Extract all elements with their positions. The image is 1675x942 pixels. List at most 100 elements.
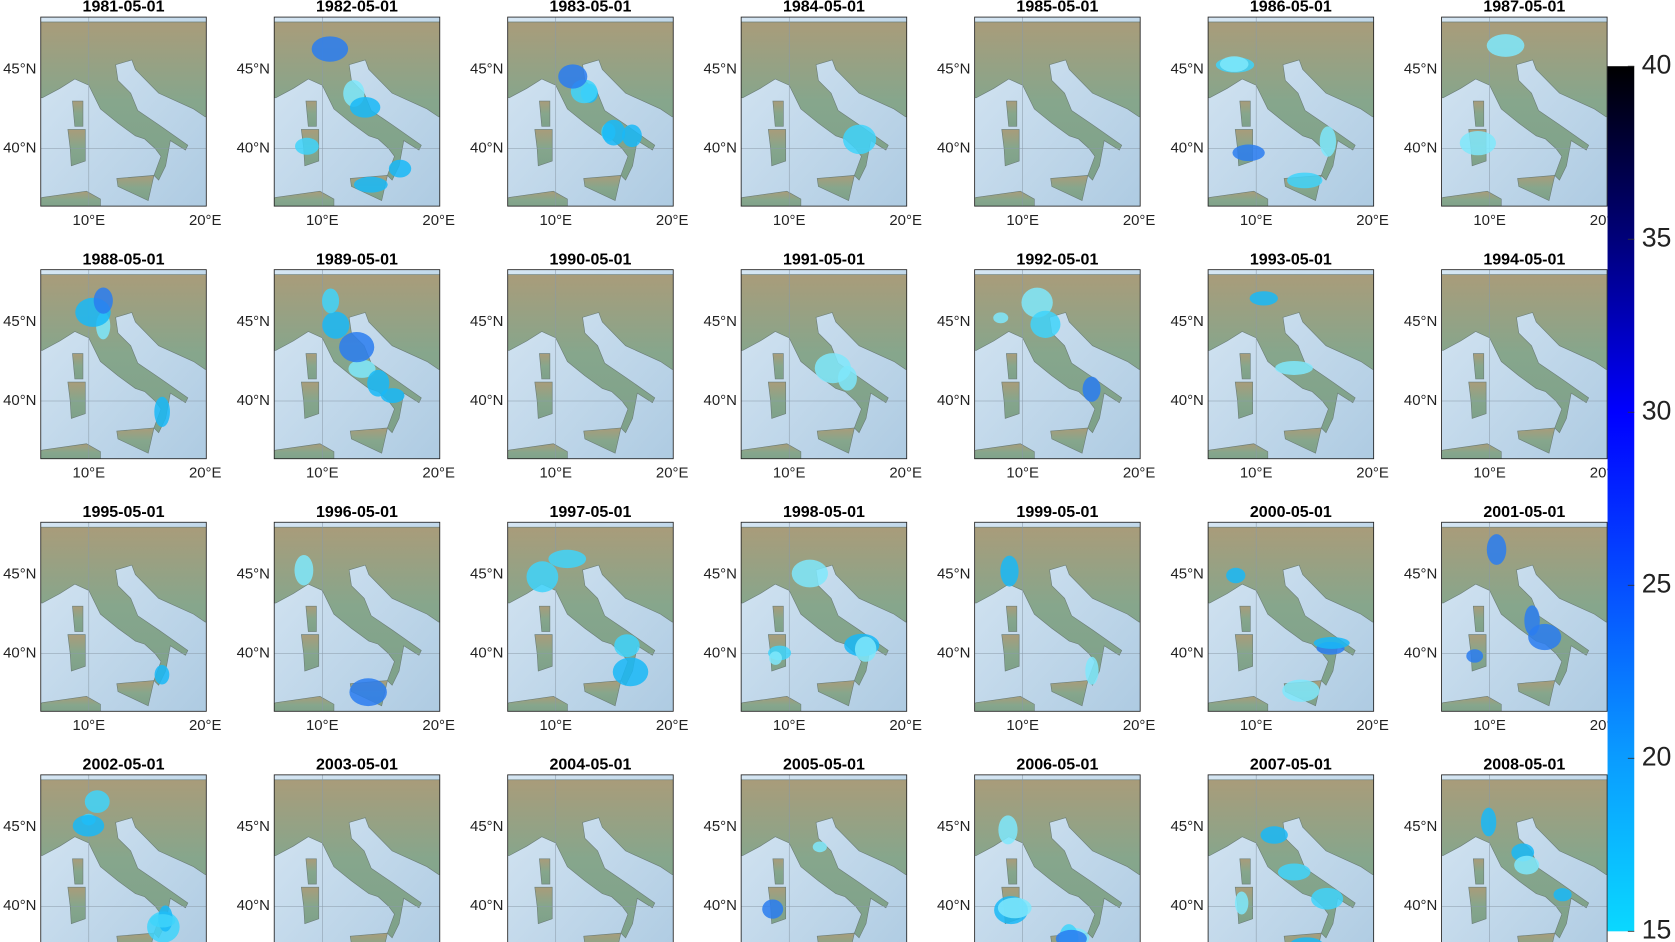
lat-label: 40°N	[704, 897, 737, 914]
lon-label: 20°E	[1356, 465, 1389, 482]
map-frame	[40, 269, 207, 460]
land	[67, 129, 86, 167]
land	[1234, 634, 1253, 672]
land	[772, 100, 784, 127]
lat-label: 45°N	[937, 313, 970, 330]
land	[1001, 129, 1020, 167]
land	[1050, 680, 1089, 707]
lon-label: 10°E	[1006, 717, 1039, 734]
precip-blob	[322, 288, 340, 314]
lat-label: 40°N	[937, 897, 970, 914]
land	[1239, 353, 1251, 380]
panel-title: 1988-05-01	[83, 250, 165, 268]
lat-label: 45°N	[1170, 566, 1203, 583]
map-body	[974, 522, 1141, 712]
panel-title: 1991-05-01	[783, 250, 865, 268]
panel-title: 1985-05-01	[1016, 0, 1098, 16]
map-frame	[40, 16, 207, 207]
panel-title: 2005-05-01	[783, 755, 865, 773]
lon-label: 20°E	[189, 465, 222, 482]
land	[1006, 353, 1018, 380]
lat-label: 45°N	[704, 566, 737, 583]
precip-blob	[997, 897, 1032, 919]
lon-label: 10°E	[773, 717, 806, 734]
land	[1208, 190, 1269, 207]
lat-label: 40°N	[237, 897, 270, 914]
precip-blob	[1486, 34, 1525, 57]
map-body	[1208, 522, 1374, 712]
land	[1517, 427, 1556, 454]
land	[534, 886, 553, 925]
land	[1472, 100, 1485, 127]
land	[974, 443, 1035, 459]
lat-label: 45°N	[1404, 313, 1437, 330]
land	[67, 634, 86, 672]
land	[1239, 605, 1251, 632]
panel-title: 2000-05-01	[1250, 503, 1332, 521]
lon-label: 10°E	[539, 212, 572, 229]
lat-label: 40°N	[3, 139, 36, 156]
map-body	[507, 269, 674, 459]
land	[507, 696, 568, 712]
lon-label: 20°E	[189, 212, 222, 229]
land	[1472, 858, 1485, 885]
map-frame	[740, 774, 908, 942]
map-panel: 1999-05-01 45°N 40°N 10°E 20°E	[937, 503, 1156, 734]
lat-label: 40°N	[237, 392, 270, 409]
precip-blob	[812, 841, 827, 853]
map-body	[974, 774, 1141, 942]
land	[767, 129, 787, 167]
lon-label: 20°E	[889, 465, 922, 482]
colorbar-bar	[1607, 66, 1635, 932]
precip-blob	[322, 311, 350, 339]
lon-label: 20°E	[1123, 465, 1156, 482]
land	[741, 696, 802, 712]
lon-label: 20°E	[422, 465, 455, 482]
panel-title: 1992-05-01	[1016, 250, 1098, 268]
map-body	[741, 17, 907, 207]
lat-label: 40°N	[237, 645, 270, 662]
map-body	[1441, 774, 1608, 942]
precip-blob	[612, 657, 649, 687]
map-frame	[1207, 16, 1375, 207]
lat-label: 45°N	[3, 60, 36, 77]
lat-label: 40°N	[704, 645, 737, 662]
map-panel: 1995-05-01 45°N 40°N 10°E 20°E	[3, 503, 221, 734]
map-body	[40, 17, 207, 207]
precip-blob	[1021, 287, 1053, 318]
precip-blob	[1260, 826, 1288, 844]
lon-label: 20°E	[1356, 717, 1389, 734]
land	[67, 886, 86, 925]
land	[1050, 175, 1089, 202]
lat-label: 45°N	[704, 60, 737, 77]
land	[1441, 443, 1502, 459]
map-body	[40, 522, 207, 712]
lon-label: 10°E	[306, 717, 339, 734]
precip-blob	[1514, 855, 1540, 875]
lat-label: 40°N	[470, 392, 503, 409]
land	[300, 886, 320, 925]
precip-blob	[842, 124, 877, 155]
map-frame	[974, 16, 1141, 207]
lat-label: 45°N	[237, 60, 270, 77]
lat-label: 45°N	[470, 313, 503, 330]
lat-label: 45°N	[470, 60, 503, 77]
map-panel: 1981-05-01 45°N 40°N 10°E 20°E	[3, 0, 222, 229]
panel-title: 1997-05-01	[549, 503, 631, 521]
map-frame	[507, 16, 674, 207]
map-frame	[1207, 269, 1375, 460]
map-panel: 1991-05-01 45°N 40°N 10°E 20°E	[704, 250, 922, 482]
panel-title: 2007-05-01	[1250, 755, 1332, 773]
precip-blob	[93, 287, 113, 314]
precip-blob	[1486, 534, 1507, 565]
map-panel: 1986-05-01 45°N 40°N 10°E 20°E	[1170, 0, 1388, 229]
map-frame	[974, 774, 1141, 942]
land	[539, 858, 551, 885]
land	[1472, 605, 1485, 632]
lon-label: 20°E	[1123, 717, 1156, 734]
precip-blob	[72, 814, 105, 837]
precip-blob	[1277, 863, 1311, 881]
land	[741, 443, 802, 459]
panel-title: 1990-05-01	[549, 250, 631, 268]
map-body	[741, 522, 907, 712]
